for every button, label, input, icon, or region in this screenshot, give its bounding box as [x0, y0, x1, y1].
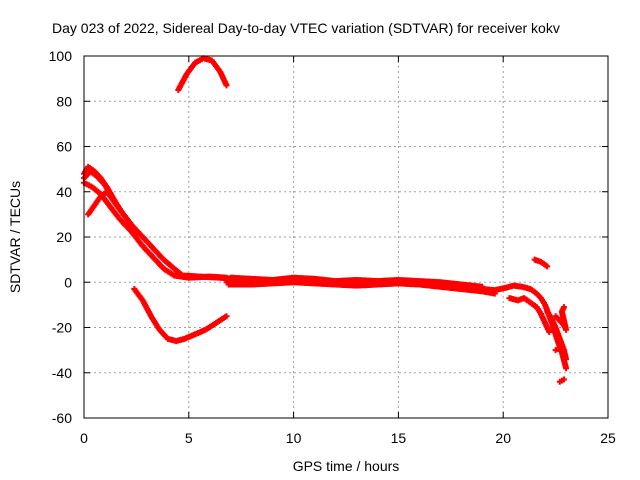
x-tick-label: 25: [600, 430, 616, 446]
chart-title: Day 023 of 2022, Sidereal Day-to-day VTE…: [52, 20, 560, 36]
series-arc-k: [531, 256, 551, 270]
series-arc-n: [552, 344, 567, 356]
y-tick-label: 80: [56, 93, 72, 109]
data-point-marker: [133, 229, 140, 236]
x-tick-label: 20: [495, 430, 511, 446]
data-point-marker: [563, 365, 570, 372]
y-tick-label: 40: [56, 184, 72, 200]
series-arc-b: [81, 179, 230, 281]
data-point-marker: [546, 329, 553, 336]
series-arc-d: [81, 168, 115, 200]
series-arc-i: [225, 279, 498, 297]
x-tick-label: 15: [391, 430, 407, 446]
series-arc-m: [552, 304, 570, 333]
y-axis-label: SDTVAR / TECUs: [7, 181, 23, 293]
data-layer: [81, 55, 570, 385]
data-point-marker: [544, 263, 551, 270]
y-tick-label: 20: [56, 229, 72, 245]
data-point-marker: [223, 82, 230, 89]
y-tick-label: 100: [49, 48, 73, 64]
tick-layer: 0 5 10 15 20 25 -60 -40 -20 0 20 40 60 80 100: [49, 48, 616, 446]
series-arc-e: [175, 55, 230, 93]
y-tick-label: 0: [64, 274, 72, 290]
y-tick-label: -60: [52, 410, 72, 426]
data-point-marker: [560, 376, 567, 383]
series-arc-o: [556, 376, 567, 385]
data-point-marker: [563, 356, 570, 363]
x-tick-label: 5: [185, 430, 193, 446]
series-arc-f: [131, 286, 230, 345]
y-tick-label: -20: [52, 320, 72, 336]
data-point-marker: [560, 304, 567, 311]
y-tick-label: 60: [56, 139, 72, 155]
grid-layer: [84, 56, 608, 418]
data-point-marker: [108, 193, 115, 200]
series-arc-g: [223, 276, 570, 372]
y-tick-label: -40: [52, 365, 72, 381]
data-point-marker: [491, 290, 498, 297]
x-tick-label: 0: [80, 430, 88, 446]
x-tick-label: 10: [286, 430, 302, 446]
series-arc-j: [506, 295, 553, 336]
data-point-marker: [560, 349, 567, 356]
x-axis-label: GPS time / hours: [293, 458, 400, 474]
data-point-marker: [223, 313, 230, 320]
